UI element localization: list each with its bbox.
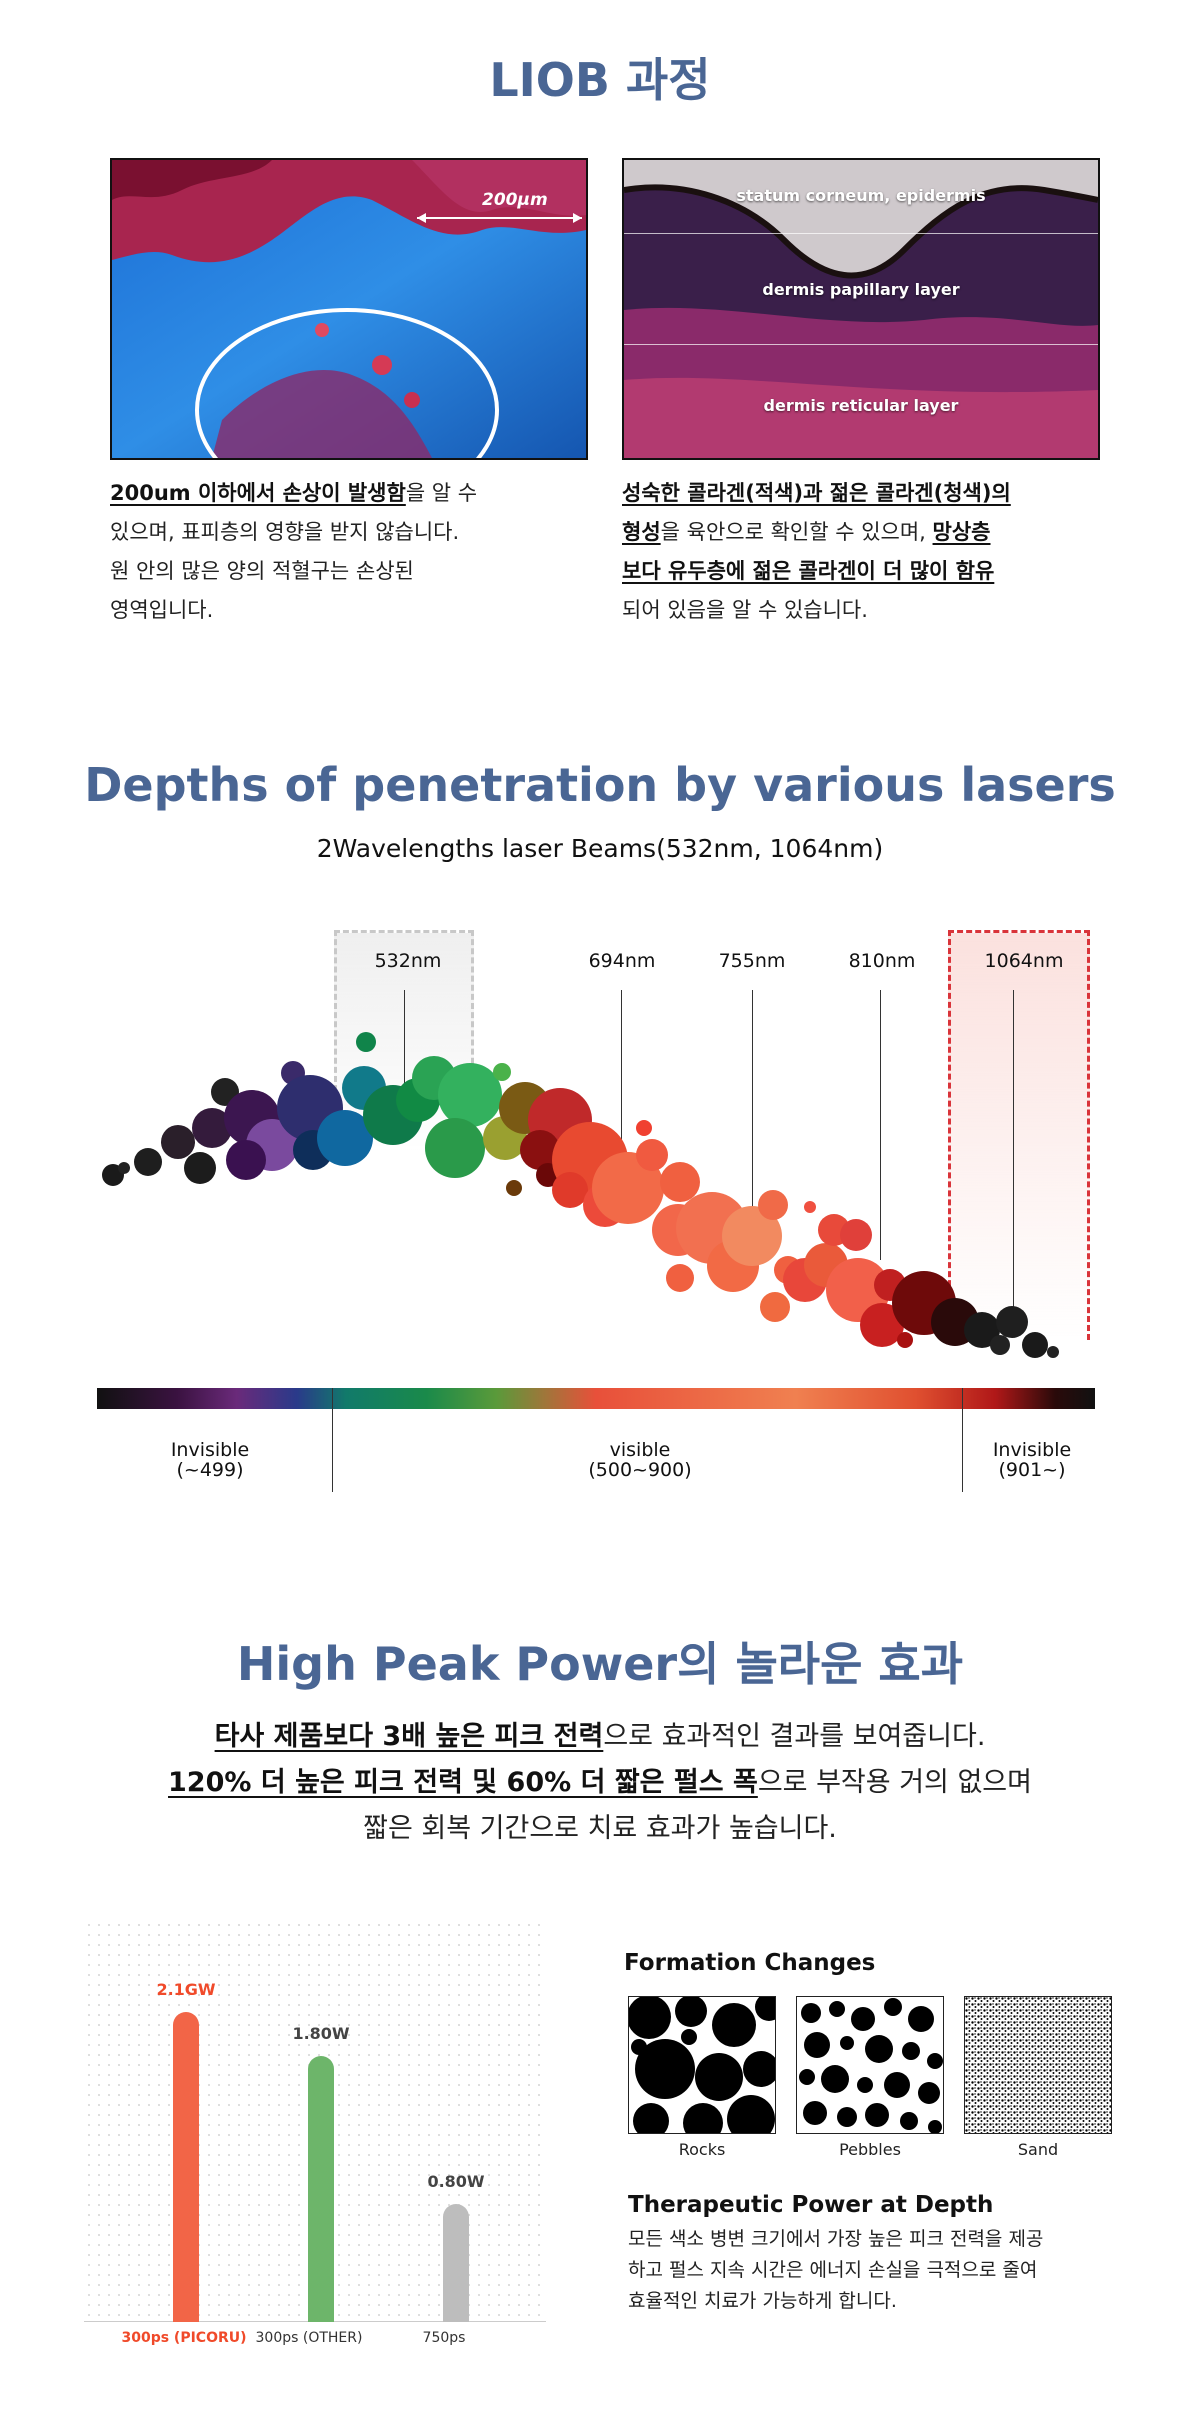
wavelength-755-label: 755nm — [718, 950, 786, 972]
left-text-4: 영역입니다. — [110, 598, 214, 622]
peak-text-3: 짧은 회복 기간으로 치료 효과가 높습니다. — [363, 1813, 837, 1844]
peak-title: High Peak Power의 놀라운 효과 — [236, 1637, 964, 1691]
wavelength-1064-label: 1064nm — [984, 950, 1064, 972]
right-bold-3: 망상층 — [932, 520, 991, 544]
layer-divider-2 — [624, 344, 1098, 345]
spectrum-caption-ir: Invisible (901~) — [952, 1440, 1112, 1480]
bubble-cluster-red-orange — [520, 1088, 816, 1292]
sand-swatch — [964, 1996, 1112, 2134]
right-text-2: 을 육안으로 확인할 수 있으며, — [660, 520, 933, 544]
therapeutic-description: 모든 색소 병변 크기에서 가장 높은 피크 전력을 제공 하고 펄스 지속 시… — [628, 2224, 1148, 2317]
tissue-left-drawing — [112, 160, 586, 458]
bar-2 — [443, 2203, 469, 2322]
highlight-1064-box — [948, 930, 1090, 1340]
spectrum-ir-label: Invisible — [992, 1439, 1072, 1461]
liob-right-description: 성숙한 콜라겐(적색)과 젊은 콜라겐(청색)의 형성을 육안으로 확인할 수 … — [622, 474, 1122, 630]
layer-label-reticular: dermis reticular layer — [763, 396, 959, 415]
peak-bold-2: 120% 더 높은 피크 전력 및 60% 더 짧은 펄스 폭 — [168, 1767, 758, 1798]
peak-text-2: 으로 부작용 거의 없으며 — [757, 1767, 1032, 1798]
bar-value-label-0: 2.1GW — [156, 1979, 216, 1999]
therapeutic-line-2: 하고 펄스 지속 시간은 에너지 손실을 극적으로 줄여 — [628, 2259, 1038, 2281]
category-label-750ps: 750ps — [422, 2330, 466, 2346]
sand-caption: Sand — [1017, 2140, 1059, 2159]
spectrum-caption-uv: Invisible (~499) — [130, 1440, 290, 1480]
category-label-other: 300ps (OTHER) — [255, 2330, 363, 2346]
peak-power-chart: 2.1GW 1.80W 0.80W — [84, 1920, 546, 2322]
category-label-picoru: 300ps (PICORU) — [121, 2330, 247, 2346]
layer-label-epidermis: statum corneum, epidermis — [736, 186, 986, 205]
spectrum-visible-label: visible — [609, 1439, 671, 1461]
depths-title: Depths of penetration by various lasers — [84, 758, 1116, 812]
spectrum-divider-left — [332, 1388, 333, 1492]
layer-divider-1 — [624, 233, 1098, 234]
therapeutic-line-3: 효율적인 치료가 가능하게 합니다. — [628, 2290, 897, 2312]
bubble-cluster-deep-red — [760, 1214, 979, 1348]
wavelength-755-line — [752, 990, 753, 1215]
liob-left-description: 200um 이하에서 손상이 발생함을 알 수 있으며, 표피층의 영향을 받지… — [110, 474, 590, 630]
therapeutic-title: Therapeutic Power at Depth — [628, 2192, 994, 2218]
wavelength-810-line — [880, 990, 881, 1260]
peak-bold-1: 타사 제품보다 3배 높은 피크 전력 — [214, 1721, 604, 1752]
bar-value-label-2: 0.80W — [427, 2171, 485, 2191]
pebbles-caption: Pebbles — [839, 2140, 901, 2159]
wavelength-1064-line — [1013, 990, 1014, 1330]
layer-label-papillary: dermis papillary layer — [762, 280, 960, 299]
bar-value-label-1: 1.80W — [292, 2023, 350, 2043]
left-text-1: 을 알 수 — [405, 481, 478, 505]
left-text-2: 있으며, 표피층의 영향을 받지 않습니다. — [110, 520, 460, 544]
wavelength-532-line — [404, 990, 405, 1135]
right-bold-1: 성숙한 콜라겐(적색)과 젊은 콜라겐(청색)의 — [622, 481, 1011, 505]
penetration-bubbles — [102, 1032, 1059, 1358]
pebbles-pattern — [799, 1998, 943, 2133]
spectrum-bar — [97, 1388, 1095, 1409]
spectrum-divider-right — [962, 1388, 963, 1492]
rocks-caption: Rocks — [678, 2140, 726, 2159]
bar-0 — [173, 2011, 199, 2322]
spectrum-uv-range: (~499) — [176, 1459, 244, 1481]
pebbles-swatch — [796, 1996, 944, 2134]
chart-category-labels: 300ps (PICORU) 300ps (OTHER) 750ps — [84, 2330, 546, 2354]
spectrum-ir-range: (901~) — [998, 1459, 1066, 1481]
formation-title: Formation Changes — [624, 1950, 876, 1976]
left-bold-phrase: 200um 이하에서 손상이 발생함 — [110, 481, 406, 505]
wavelength-532-label: 532nm — [374, 950, 442, 972]
bar-1 — [308, 2055, 334, 2322]
spectrum-uv-label: Invisible — [170, 1439, 250, 1461]
bubble-cluster-black — [964, 1306, 1059, 1358]
peak-description: 타사 제품보다 3배 높은 피크 전력으로 효과적인 결과를 보여줍니다. 12… — [0, 1714, 1200, 1852]
wavelength-810-label: 810nm — [848, 950, 916, 972]
bubble-cluster-teal-green — [317, 1032, 551, 1196]
tissue-image-right: statum corneum, epidermis dermis papilla… — [622, 158, 1100, 460]
bubble-cluster-dark — [102, 1078, 239, 1186]
scale-label: 200μm — [482, 190, 548, 210]
chart-marks: 2.1GW 1.80W 0.80W — [84, 1920, 546, 2322]
right-bold-2: 형성 — [622, 520, 661, 544]
rocks-swatch — [628, 1996, 776, 2134]
right-bold-4: 보다 유두층에 젊은 콜라겐이 더 많이 함유 — [622, 559, 995, 583]
wavelength-694-label: 694nm — [588, 950, 656, 972]
spectrum-caption-visible: visible (500~900) — [560, 1440, 720, 1480]
wavelength-694-line — [621, 990, 622, 1190]
depths-subtitle: 2Wavelengths laser Beams(532nm, 1064nm) — [316, 834, 884, 863]
spectrum-visible-range: (500~900) — [588, 1459, 692, 1481]
liob-title: LIOB 과정 — [489, 53, 711, 107]
rocks-pattern — [629, 1997, 775, 2133]
tissue-right-drawing — [624, 160, 1098, 458]
therapeutic-line-1: 모든 색소 병변 크기에서 가장 높은 피크 전력을 제공 — [628, 2228, 1044, 2250]
left-text-3: 원 안의 많은 양의 적혈구는 손상된 — [110, 559, 414, 583]
right-text-4: 되어 있음을 알 수 있습니다. — [622, 598, 868, 622]
tissue-image-left: 200μm — [110, 158, 588, 460]
peak-text-1: 으로 효과적인 결과를 보여줍니다. — [603, 1721, 986, 1752]
sand-pattern — [965, 1997, 1111, 2133]
